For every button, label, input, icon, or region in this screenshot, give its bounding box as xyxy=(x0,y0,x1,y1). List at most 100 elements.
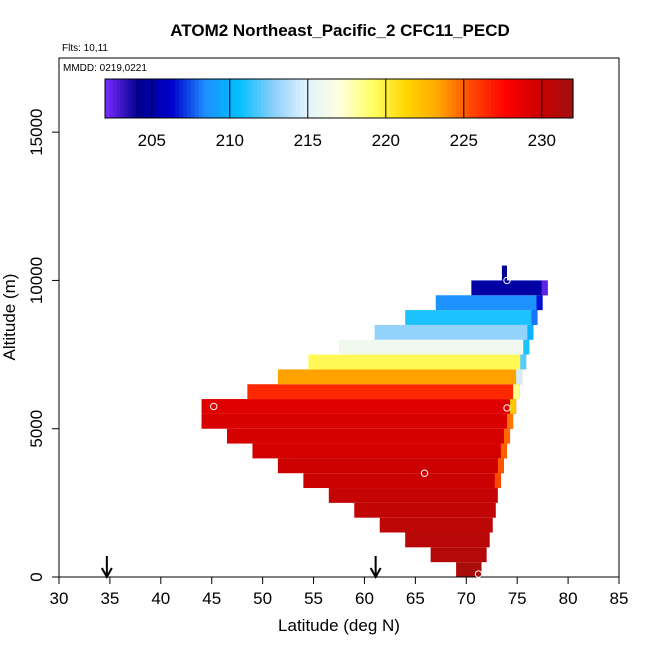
colorbar-segment xyxy=(534,79,539,118)
colorbar-segment xyxy=(175,79,180,118)
colorbar-segment xyxy=(198,79,204,118)
colorbar-segment xyxy=(354,79,360,118)
y-tick-label: 0 xyxy=(27,572,46,581)
field-cell xyxy=(303,473,501,489)
colorbar-segment xyxy=(108,79,114,118)
field-cell xyxy=(501,265,507,281)
colorbar-segment xyxy=(530,79,535,118)
colorbar-segment xyxy=(296,79,301,118)
colorbar: 205 210 215 220 225 230 xyxy=(104,78,574,150)
colorbar-segment xyxy=(440,79,445,118)
colorbar-segment xyxy=(245,79,250,118)
colorbar-segment xyxy=(358,79,363,118)
colorbar-segment xyxy=(374,79,379,118)
field-cell xyxy=(227,428,511,444)
field-cell xyxy=(374,324,534,340)
colorbar-segment xyxy=(206,79,211,118)
colorbar-segment xyxy=(229,79,235,118)
colorbar-segment xyxy=(366,79,371,118)
colorbar-tick-label: 210 xyxy=(216,131,244,150)
colorbar-segment xyxy=(342,79,348,118)
colorbar-segment xyxy=(124,79,129,118)
field-cell xyxy=(339,339,530,355)
colorbar-segment xyxy=(448,79,453,118)
colorbar-segment xyxy=(284,79,289,118)
colorbar-segment xyxy=(370,79,375,118)
colorbar-segment xyxy=(276,79,282,118)
colorbar-segment xyxy=(225,79,231,118)
field-cell xyxy=(405,310,538,325)
field-edge-cell xyxy=(523,339,530,355)
colorbar-segment xyxy=(249,79,254,118)
colorbar-segment xyxy=(171,79,176,118)
x-tick-label: 60 xyxy=(355,589,374,608)
sample-points xyxy=(210,276,557,578)
date-label: MMDD: 0219,0221 xyxy=(63,63,147,74)
colorbar-segment xyxy=(257,79,262,118)
colorbar-segment xyxy=(210,79,215,118)
colorbar-segment xyxy=(537,79,543,118)
field-edge-cell xyxy=(503,428,511,444)
colorbar-segment xyxy=(424,79,430,118)
colorbar-segment xyxy=(456,79,461,118)
colorbar-segment xyxy=(417,79,422,118)
colorbar-segment xyxy=(120,79,126,118)
colorbar-segment xyxy=(401,79,406,118)
colorbar-segment xyxy=(233,79,239,118)
colorbar-segment xyxy=(214,79,219,118)
colorbar-segment xyxy=(159,79,165,118)
colorbar-segment xyxy=(432,79,438,118)
colorbar-segment xyxy=(487,79,492,118)
colorbar-segment xyxy=(136,79,141,118)
colorbar-segment xyxy=(300,79,305,118)
colorbar-segment xyxy=(315,79,321,118)
x-tick-label: 40 xyxy=(151,589,170,608)
field-cell xyxy=(379,517,493,533)
colorbar-segment xyxy=(381,79,387,118)
field-cell xyxy=(308,354,527,370)
sample-point xyxy=(503,404,511,412)
colorbar-segment xyxy=(459,79,465,118)
colorbar-segment xyxy=(483,79,488,118)
colorbar-segment xyxy=(319,79,324,118)
sample-point xyxy=(420,469,429,477)
field-edge-cell xyxy=(507,413,514,429)
colorbar-segment xyxy=(303,79,309,118)
colorbar-segment xyxy=(253,79,258,118)
x-tick-label: 35 xyxy=(100,589,119,608)
x-tick-label: 65 xyxy=(406,589,425,608)
field-edge-cell xyxy=(497,458,504,474)
x-tick-label: 50 xyxy=(253,589,272,608)
colorbar-segment xyxy=(190,79,196,118)
colorbar-segment xyxy=(514,79,519,118)
sample-point xyxy=(549,288,557,296)
colorbar-segment xyxy=(311,79,317,118)
x-tick-label: 80 xyxy=(559,589,578,608)
field-cell xyxy=(430,547,487,563)
colorbar-segment xyxy=(557,79,562,118)
colorbar-segment xyxy=(280,79,285,118)
colorbar-segment xyxy=(268,79,274,118)
field-cell xyxy=(471,280,548,296)
sample-point xyxy=(210,402,218,411)
colorbar-segment xyxy=(409,79,414,118)
flights-label: Flts: 10,11 xyxy=(62,43,108,54)
colorbar-segment xyxy=(389,79,395,118)
colorbar-segment xyxy=(292,79,297,118)
colorbar-tick-label: 215 xyxy=(294,131,322,150)
colorbar-segment xyxy=(362,79,367,118)
plot-border xyxy=(58,57,620,578)
colorbar-segment xyxy=(186,79,192,118)
colorbar-segment xyxy=(323,79,328,118)
y-axis-label: Altitude (m) xyxy=(0,274,19,361)
field-edge-cell xyxy=(541,280,548,296)
colorbar-segment xyxy=(163,79,168,118)
colorbar-segment xyxy=(444,79,449,118)
colorbar-segment xyxy=(264,79,270,118)
colorbar-segment xyxy=(565,79,570,118)
x-tick-label: 55 xyxy=(304,589,323,608)
colorbar-segment xyxy=(498,79,504,118)
colorbar-segment xyxy=(471,79,477,118)
colorbar-segment xyxy=(241,79,246,118)
colorbar-segment xyxy=(413,79,418,118)
